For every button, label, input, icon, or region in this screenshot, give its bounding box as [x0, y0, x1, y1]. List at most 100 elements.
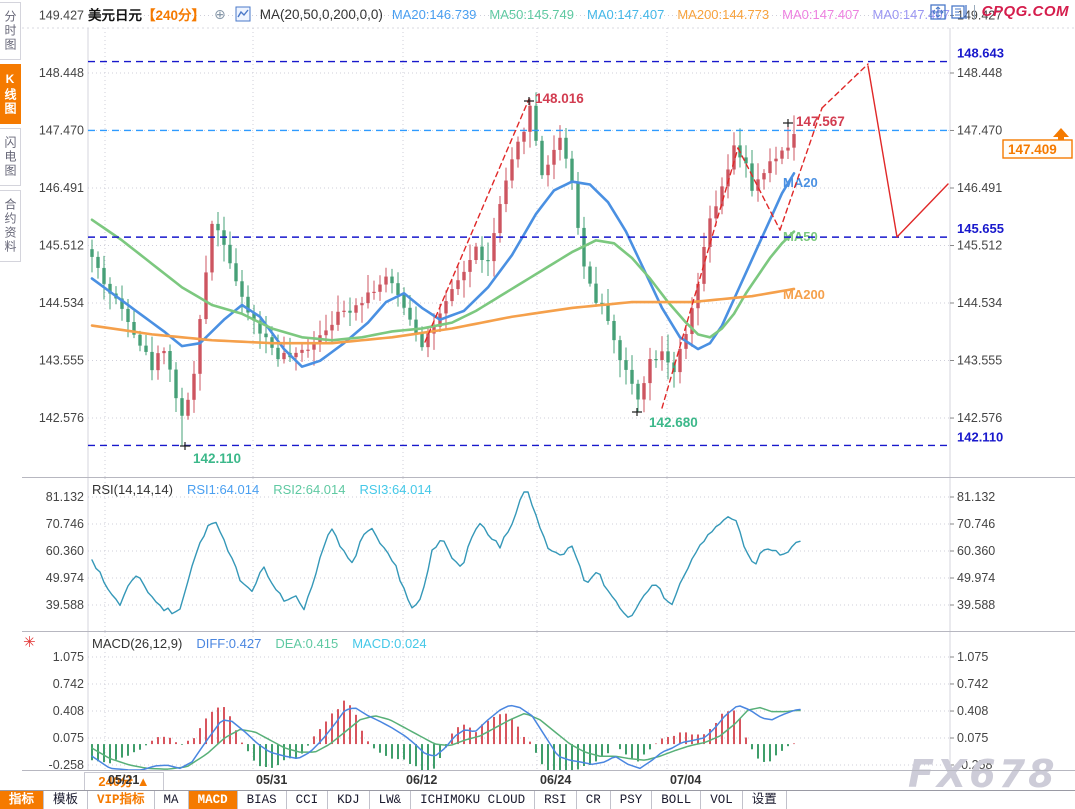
y-axis-label-right: 60.360 — [957, 544, 995, 558]
y-axis-label-left: 0.408 — [53, 704, 84, 718]
toolbar-item-VOL[interactable]: VOL — [701, 791, 743, 809]
indicator-window-icon[interactable] — [951, 4, 967, 20]
time-axis-label: 07/04 — [670, 773, 702, 787]
candle-body — [528, 105, 532, 132]
toolbar-item-指标[interactable]: 指标 — [0, 791, 45, 809]
candle-body — [246, 296, 250, 313]
toolbar-item-MA[interactable]: MA — [154, 791, 189, 809]
y-axis-label-right: 149.427 — [957, 8, 1002, 22]
candle-body — [426, 333, 430, 348]
current-price-value: 147.409 — [1008, 142, 1057, 157]
y-axis-label-left: 0.742 — [53, 677, 84, 691]
toolbar-item-RSI[interactable]: RSI — [535, 791, 577, 809]
toolbar-item-BOLL[interactable]: BOLL — [652, 791, 702, 809]
candle-body — [648, 359, 652, 384]
toolbar-item-ICHIMOKU CLOUD[interactable]: ICHIMOKU CLOUD — [411, 791, 536, 809]
trendline-dashed — [737, 147, 781, 231]
current-price-box — [1002, 139, 1073, 159]
ma-value: MA0:147.407 — [587, 6, 665, 22]
y-axis-label-right: 0.742 — [957, 677, 988, 691]
candle-body — [450, 289, 454, 302]
candle-body — [390, 276, 394, 284]
candle-body — [588, 266, 592, 284]
candle-body — [636, 383, 640, 400]
candle-body — [264, 333, 268, 338]
price-chart-panel[interactable]: 149.427 149.427 148.448 148.448 147.470 147.4… — [22, 0, 1075, 478]
candle-body — [474, 246, 478, 261]
symbol-name: 美元日元 — [88, 8, 142, 23]
price-level-label: 142.110 — [957, 429, 1003, 444]
candle-body — [594, 283, 598, 303]
candle-body — [402, 294, 406, 308]
candle-body — [534, 105, 538, 141]
y-axis-label-left: 147.470 — [39, 123, 84, 137]
candle-body — [570, 158, 574, 183]
candle-body — [150, 351, 154, 371]
rsi-panel[interactable]: 81.132 81.132 70.746 70.746 60.360 60.360 49.9… — [22, 478, 1075, 632]
y-axis-label-left: 0.075 — [53, 731, 84, 745]
candle-body — [456, 280, 460, 290]
ma50-line — [90, 218, 796, 342]
candle-body — [324, 330, 328, 336]
site-logo[interactable]: CPQG.COM — [981, 3, 1069, 20]
y-axis-label-left: 81.132 — [46, 490, 84, 504]
y-axis-label-left: 144.534 — [39, 296, 84, 310]
chart-header: 美元日元【240分】 ⊕ MA(20,50,0,200,0,0) MA20:14… — [88, 3, 950, 25]
price-annotation: 148.016 — [535, 91, 584, 106]
candle-body — [780, 150, 784, 159]
y-axis-label-right: 143.555 — [957, 354, 1002, 368]
expand-icon[interactable] — [930, 3, 946, 20]
sidebar-tab-K线图[interactable]: K线图 — [0, 64, 21, 124]
y-axis-label-right: 39.588 — [957, 598, 995, 612]
candle-body — [90, 249, 94, 257]
indicator-toolbar: 指标 模板 VIP指标 MA MACD BIAS CCI KDJ LW& ICHIMOKU CLO… — [0, 790, 1075, 809]
y-axis-label-right: 70.746 — [957, 517, 995, 531]
candle-body — [168, 351, 172, 370]
toolbar-item-MACD[interactable]: MACD — [188, 791, 238, 809]
toolbar-item-LW&[interactable]: LW& — [369, 791, 412, 809]
ma-values: MA20:146.739 MA50:145.749 MA0:147.407 MA200… — [392, 7, 950, 22]
candle-body — [468, 260, 472, 272]
candle-body — [102, 267, 106, 284]
candle-body — [786, 147, 790, 151]
toolbar-item-BIAS[interactable]: BIAS — [237, 791, 287, 809]
toolbar-item-模板[interactable]: 模板 — [44, 791, 89, 809]
candle-body — [396, 283, 400, 295]
toolbar-item-PSY[interactable]: PSY — [610, 791, 653, 809]
toolbar-item-KDJ[interactable]: KDJ — [328, 791, 370, 809]
candle-body — [462, 271, 466, 281]
sidebar-tab-闪电图[interactable]: 闪电图 — [0, 128, 21, 186]
indicator-settings-icon[interactable]: ✳ — [23, 634, 36, 651]
toolbar-item-VIP指标[interactable]: VIP指标 — [88, 791, 155, 809]
sidebar-tab-合约资料[interactable]: 合约资料 — [0, 190, 21, 262]
chart-type-icon[interactable] — [235, 6, 251, 22]
toolbar-item-CR[interactable]: CR — [576, 791, 611, 809]
candle-body — [330, 324, 334, 331]
extreme-cross-marker — [524, 97, 534, 105]
candle-body — [108, 283, 112, 294]
sidebar-tab-分时图[interactable]: 分时图 — [0, 2, 21, 60]
candle-body — [276, 347, 280, 360]
candle-body — [156, 353, 160, 371]
toolbar-item-CCI[interactable]: CCI — [286, 791, 329, 809]
macd-panel[interactable]: 1.075 1.075 0.742 0.742 0.408 0.408 0.075 0.075… — [22, 632, 1075, 770]
price-annotation: 147.567 — [796, 114, 845, 129]
candle-body — [312, 343, 316, 350]
y-axis-label-left: 146.491 — [39, 181, 84, 195]
candle-body — [540, 140, 544, 176]
candle-body — [216, 223, 220, 231]
trendline-dashed — [424, 98, 530, 343]
y-axis-label-left: 143.555 — [39, 354, 84, 368]
circle-plus-icon[interactable]: ⊕ — [214, 5, 226, 22]
y-axis-label-left: 39.588 — [46, 598, 84, 612]
candle-body — [420, 333, 424, 348]
candle-body — [774, 158, 778, 162]
extreme-cross-marker — [632, 408, 642, 416]
candle-body — [630, 369, 634, 384]
candle-body — [660, 351, 664, 360]
trendline-dashed — [821, 63, 869, 109]
candle-body — [96, 256, 100, 268]
candle-body — [552, 149, 556, 165]
y-axis-label-left: 60.360 — [46, 544, 84, 558]
toolbar-item-设置[interactable]: 设置 — [742, 791, 787, 809]
